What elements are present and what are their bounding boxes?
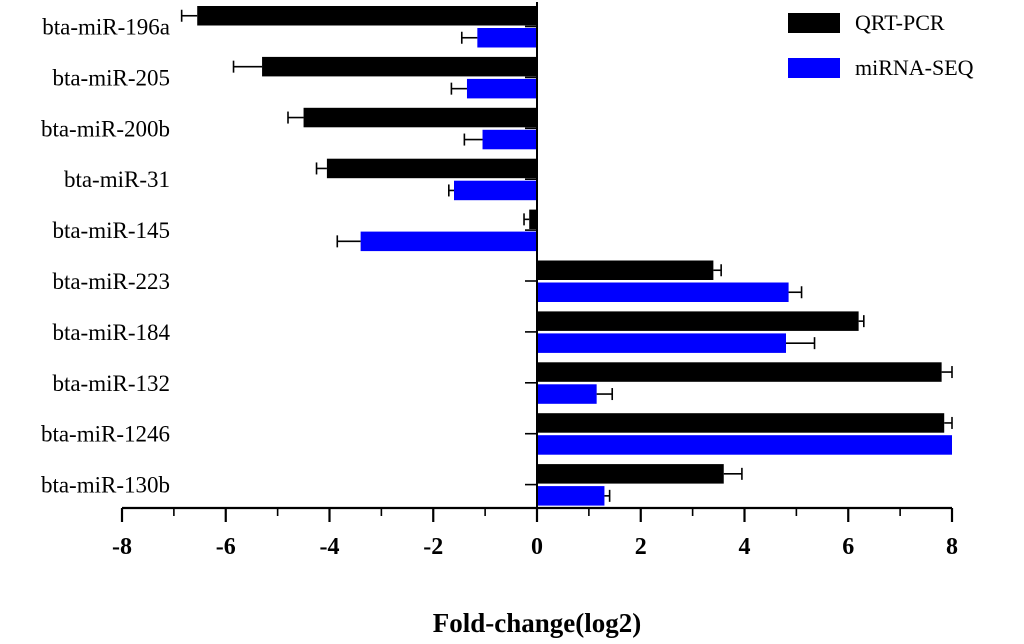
bar-mirna-seq-bta-mir-196a xyxy=(477,28,537,48)
bar-mirna-seq-bta-mir-205 xyxy=(466,78,537,99)
x-tick-label: -8 xyxy=(112,534,132,560)
category-label: bta-miR-1246 xyxy=(41,422,170,447)
bar-qrt-pcr-bta-mir-132 xyxy=(537,362,942,382)
bar-qrt-pcr-bta-mir-205 xyxy=(262,56,537,77)
x-tick-label: 4 xyxy=(739,534,751,560)
bar-mirna-seq-bta-mir-223 xyxy=(537,282,789,302)
category-label: bta-miR-223 xyxy=(52,269,170,294)
x-tick-label: -2 xyxy=(423,534,443,560)
bar-qrt-pcr-bta-mir-31 xyxy=(326,158,537,179)
legend: QRT-PCR miRNA-SEQ xyxy=(788,10,974,80)
bar-qrt-pcr-bta-mir-223 xyxy=(537,260,714,280)
x-tick-label: -6 xyxy=(216,534,236,560)
legend-swatch-mirna-seq xyxy=(788,58,840,78)
x-tick-label: 6 xyxy=(842,534,854,560)
category-label: bta-miR-31 xyxy=(64,167,170,192)
bar-qrt-pcr-bta-mir-184 xyxy=(537,311,859,331)
x-tick-label: 2 xyxy=(635,534,647,560)
x-tick-label: -4 xyxy=(320,534,340,560)
category-labels: bta-miR-196a bta-miR-205 bta-miR-200b bta-m… xyxy=(41,15,171,498)
bar-mirna-seq-bta-mir-1246 xyxy=(537,435,952,455)
legend-label-qrt-pcr: QRT-PCR xyxy=(855,10,945,35)
x-axis: -8 -6 -4 -2 0 2 4 6 8 xyxy=(112,2,958,560)
category-label: bta-miR-184 xyxy=(52,320,170,345)
bar-qrt-pcr-bta-mir-1246 xyxy=(537,413,945,433)
bar-mirna-seq-bta-mir-31 xyxy=(454,180,537,201)
error-bars-layer xyxy=(180,9,953,502)
bar-mirna-seq-bta-mir-130b xyxy=(537,486,605,506)
bar-qrt-pcr-bta-mir-130b xyxy=(537,464,724,484)
category-label: bta-miR-145 xyxy=(52,218,170,243)
bars-layer xyxy=(197,6,952,506)
legend-swatch-qrt-pcr xyxy=(788,13,840,33)
category-label: bta-miR-132 xyxy=(52,371,170,396)
category-label: bta-miR-130b xyxy=(41,473,170,498)
category-label: bta-miR-200b xyxy=(41,116,170,141)
x-axis-title: Fold-change(log2) xyxy=(433,608,642,638)
category-label: bta-miR-196a xyxy=(42,15,170,40)
bar-qrt-pcr-bta-mir-200b xyxy=(303,107,537,128)
x-tick-label: 8 xyxy=(946,534,958,560)
bar-mirna-seq-bta-mir-200b xyxy=(482,129,537,150)
bar-mirna-seq-bta-mir-145 xyxy=(360,231,537,252)
legend-label-mirna-seq: miRNA-SEQ xyxy=(855,55,974,80)
bar-qrt-pcr-bta-mir-196a xyxy=(197,6,537,26)
bar-qrt-pcr-bta-mir-145 xyxy=(529,209,537,230)
category-label: bta-miR-205 xyxy=(52,65,170,90)
x-tick-label: 0 xyxy=(531,534,543,560)
bar-mirna-seq-bta-mir-132 xyxy=(537,384,597,404)
bar-mirna-seq-bta-mir-184 xyxy=(537,333,786,353)
